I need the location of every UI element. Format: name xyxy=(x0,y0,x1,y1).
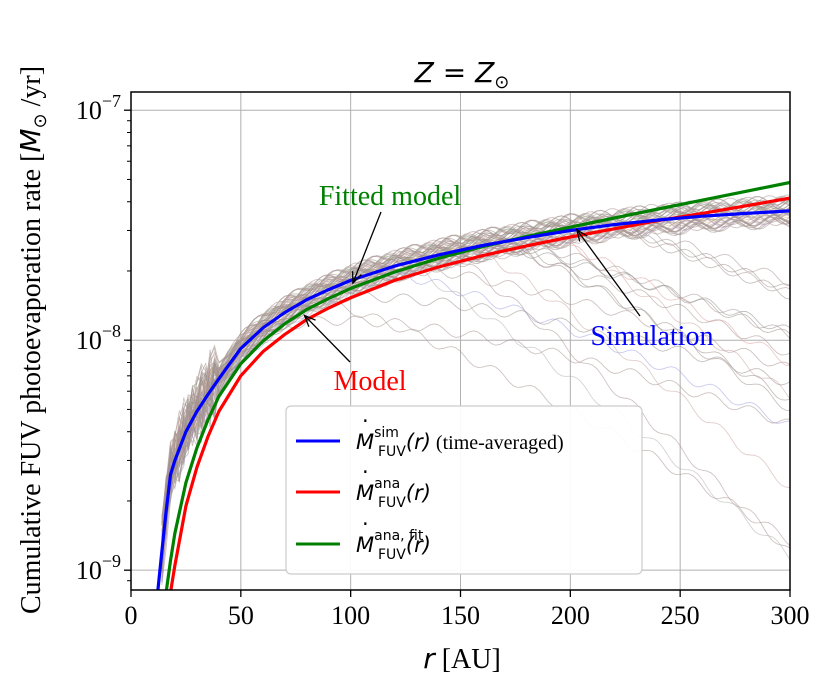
x-tick-label-0: 0 xyxy=(125,601,138,630)
x-tick-label-5: 250 xyxy=(661,601,700,630)
title-sub: ⊙ xyxy=(494,72,509,93)
legend-entry-model: Mana FUV(r) · xyxy=(296,460,431,511)
annotation-arrow-2 xyxy=(576,229,641,317)
legend-entry-fit: Mana, fit FUV(r) · xyxy=(296,512,431,563)
title-lhs: Z xyxy=(414,56,435,89)
title-rhs: Z xyxy=(474,56,495,89)
y-axis-tail: /yr] xyxy=(16,66,47,113)
snapshot-line-48 xyxy=(161,245,790,572)
annotation-arrow-0 xyxy=(352,211,382,284)
x-tick-label-6: 300 xyxy=(771,601,810,630)
annotation-label-0: Fitted model xyxy=(319,181,462,212)
legend-model-arg: (r) xyxy=(406,481,431,505)
legend-fit-sub: FUV xyxy=(378,547,406,563)
legend-sim-dot: · xyxy=(362,409,369,433)
legend-sim-sup: sim xyxy=(374,425,399,441)
y-tick-label-0: 10−9 xyxy=(76,551,121,585)
snapshot-line-54 xyxy=(161,218,790,560)
legend: Msim FUV(r) (time-averaged) · Mana FUV(r) … xyxy=(285,405,643,575)
legend-entry-sim: Msim FUV(r) (time-averaged) · xyxy=(296,409,564,460)
legend-sim-arg: (r) xyxy=(406,430,431,454)
legend-model-symbol: M xyxy=(356,481,374,505)
y-tick-label-2: 10−7 xyxy=(76,91,121,125)
legend-label-fit: Mana, fit FUV(r) xyxy=(356,528,431,563)
legend-fit-arg: (r) xyxy=(406,533,431,557)
x-tick-label-2: 100 xyxy=(331,601,370,630)
y-axis-var: M xyxy=(14,128,47,152)
legend-sim-note: (time-averaged) xyxy=(431,432,564,454)
legend-box xyxy=(285,405,643,575)
legend-sim-symbol: M xyxy=(356,430,374,454)
snapshot-line-50 xyxy=(161,218,790,585)
legend-fit-dot: · xyxy=(362,512,369,536)
snapshot-line-11 xyxy=(161,195,790,540)
legend-model-sub: FUV xyxy=(378,495,406,511)
series-group xyxy=(156,180,790,590)
annotation-arrow-1 xyxy=(304,315,351,363)
snapshot-line-46 xyxy=(161,291,790,531)
snapshot-line-28 xyxy=(161,271,790,551)
annotation-arrowhead-2 xyxy=(575,228,588,242)
ticks: 0 50 100 150 200 250 300 10−9 10−8 10−7 xyxy=(76,91,810,630)
legend-model-dot: · xyxy=(362,460,369,484)
legend-fit-symbol: M xyxy=(356,533,374,557)
legend-sim-sub: FUV xyxy=(378,444,406,460)
y-axis-text: Cumulative FUV photoevaporation rate [ xyxy=(16,153,47,614)
x-tick-label-3: 150 xyxy=(441,601,480,630)
chart-title: Z = Z⊙ xyxy=(414,56,510,93)
series-line-1 xyxy=(169,196,790,590)
annotation-arrowhead-0 xyxy=(351,271,362,285)
legend-label-sim: Msim FUV(r) (time-averaged) xyxy=(356,425,564,460)
legend-label-model: Mana FUV(r) xyxy=(356,476,431,511)
annotation-label-2: Simulation xyxy=(591,321,714,352)
series-line-2 xyxy=(164,180,790,590)
legend-fit-sup: ana, fit xyxy=(374,528,424,544)
legend-model-sup: ana xyxy=(374,476,400,492)
annotation-label-1: Model xyxy=(333,366,406,397)
snapshot-line-49 xyxy=(161,217,790,568)
annotation-arrowhead-1 xyxy=(303,314,316,327)
x-tick-label-1: 50 xyxy=(228,601,254,630)
x-axis-unit: [AU] xyxy=(435,644,501,675)
series-line-0 xyxy=(156,209,790,590)
annotations: Fitted model Model Simulation xyxy=(303,181,714,397)
title-eq: = xyxy=(434,56,475,89)
snapshot-line-37 xyxy=(161,238,790,535)
x-axis-var: r xyxy=(423,642,436,675)
y-tick-label-1: 10−8 xyxy=(76,321,121,355)
snapshot-line-4 xyxy=(161,258,790,518)
y-axis-sub: ⊙ xyxy=(30,113,50,128)
x-axis-title: r [AU] xyxy=(423,642,501,675)
y-axis-title: Cumulative FUV photoevaporation rate [M⊙… xyxy=(14,66,50,614)
x-tick-label-4: 200 xyxy=(551,601,590,630)
